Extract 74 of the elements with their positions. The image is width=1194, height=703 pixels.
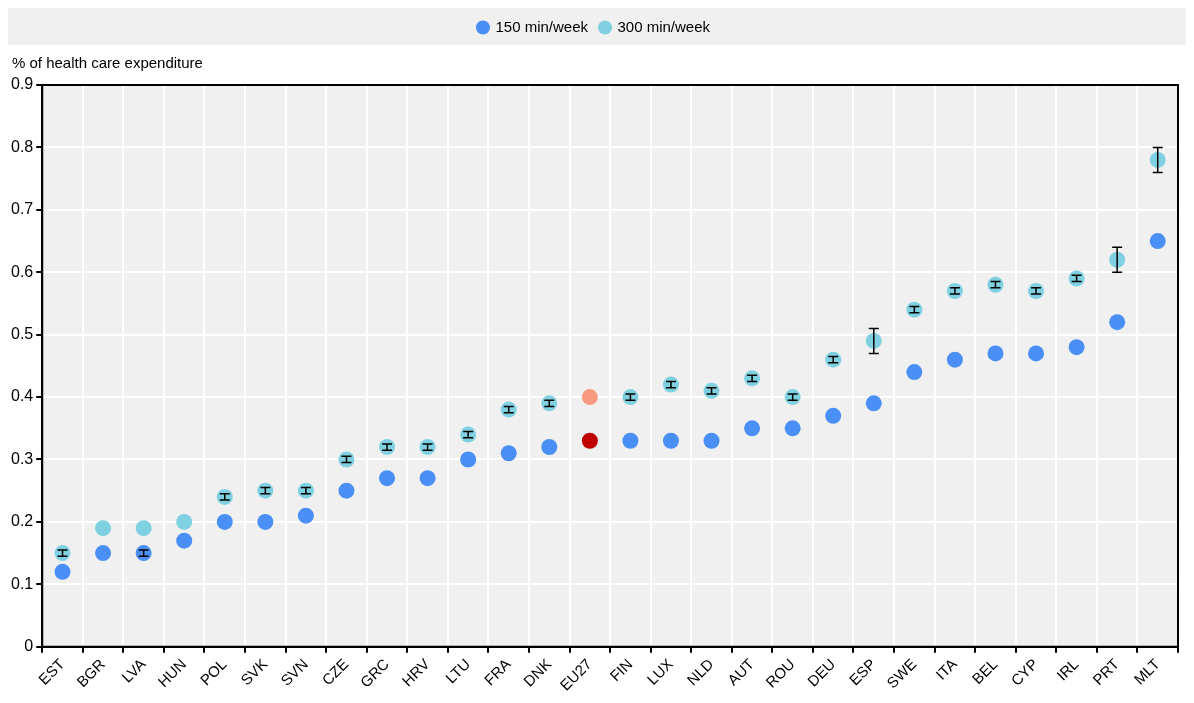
- point: [1068, 270, 1085, 287]
- point: [297, 507, 314, 524]
- point: [419, 470, 436, 487]
- y-tick-label: 0.1: [10, 574, 34, 592]
- point: [54, 563, 71, 580]
- point: [744, 420, 761, 437]
- point: [1068, 339, 1085, 356]
- y-tick-label: 0.7: [10, 200, 34, 218]
- point: [946, 351, 963, 368]
- y-tick-label: 0.9: [10, 75, 34, 93]
- point: [338, 482, 355, 499]
- point: [946, 282, 963, 299]
- point: [1028, 282, 1045, 299]
- point: [379, 439, 396, 456]
- point: [622, 432, 639, 449]
- point: [95, 545, 112, 562]
- x-tick-label: LTU: [441, 655, 474, 687]
- x-tick-label: IRL: [1053, 655, 1082, 684]
- point: [581, 432, 598, 449]
- point: [54, 545, 71, 562]
- x-tick-label: FIN: [606, 655, 636, 685]
- point: [784, 420, 801, 437]
- point: [216, 488, 233, 505]
- legend-label: 150 min/week: [495, 17, 589, 35]
- point: [419, 439, 436, 456]
- point: [541, 439, 558, 456]
- point: [825, 407, 842, 424]
- point: [744, 370, 761, 387]
- y-tick-label: 0.3: [10, 449, 34, 467]
- point: [460, 426, 477, 443]
- point: [662, 432, 679, 449]
- point: [581, 389, 598, 406]
- point: [379, 470, 396, 487]
- point: [95, 520, 112, 537]
- point: [500, 445, 517, 462]
- point: [825, 351, 842, 368]
- point: [1109, 314, 1126, 331]
- point: [500, 401, 517, 418]
- point: [1149, 233, 1166, 250]
- point: [987, 276, 1004, 293]
- point: [703, 432, 720, 449]
- point: [257, 482, 274, 499]
- point: [460, 451, 477, 468]
- x-tick-label: POL: [196, 655, 230, 689]
- point: [1149, 151, 1166, 168]
- point: [216, 513, 233, 530]
- point: [257, 513, 274, 530]
- point: [338, 451, 355, 468]
- point: [1028, 345, 1045, 362]
- point: [135, 520, 152, 537]
- x-tick-label: ITA: [932, 655, 960, 683]
- point: [541, 395, 558, 412]
- point: [906, 301, 923, 318]
- point: [784, 389, 801, 406]
- point: [176, 513, 193, 530]
- x-tick-label: LVA: [118, 655, 149, 686]
- point: [865, 395, 882, 412]
- point: [703, 382, 720, 399]
- y-axis-title: % of health care expenditure: [12, 53, 203, 71]
- y-tick-label: 0: [24, 637, 34, 655]
- x-tick-label: BEL: [968, 655, 1001, 688]
- point: [176, 532, 193, 549]
- point: [297, 482, 314, 499]
- y-tick-label: 0.5: [10, 325, 34, 343]
- y-tick-label: 0.6: [10, 262, 34, 280]
- legend-label: 300 min/week: [617, 17, 711, 35]
- point: [987, 345, 1004, 362]
- point: [622, 389, 639, 406]
- y-tick-label: 0.8: [10, 137, 34, 155]
- point: [906, 364, 923, 381]
- y-tick-label: 0.2: [10, 512, 34, 530]
- point: [662, 376, 679, 393]
- y-tick-label: 0.4: [10, 387, 34, 405]
- point: [135, 545, 152, 562]
